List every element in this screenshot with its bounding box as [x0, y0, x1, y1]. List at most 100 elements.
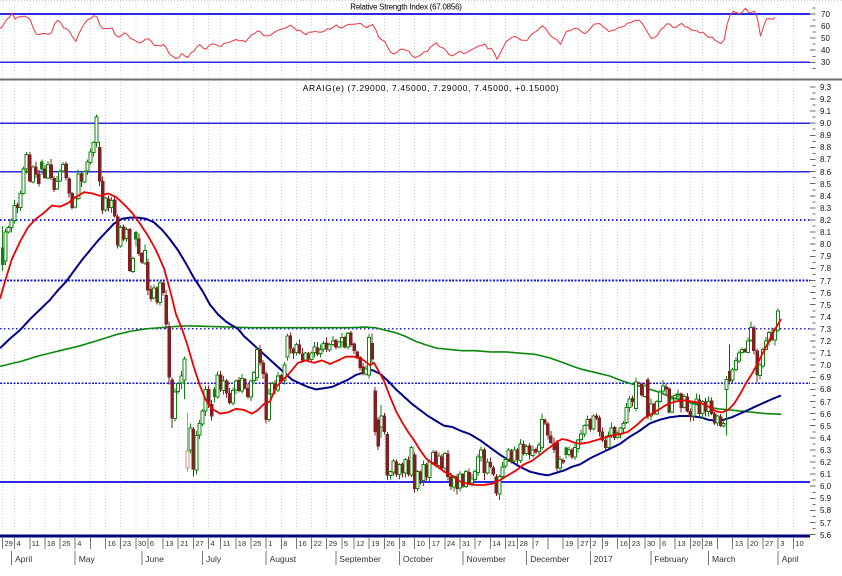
svg-text:7.5: 7.5 — [820, 301, 832, 310]
svg-text:4: 4 — [211, 539, 215, 548]
svg-text:16: 16 — [298, 539, 306, 548]
svg-text:ARAIG(e) (7.29000, 7.45000, 7.: ARAIG(e) (7.29000, 7.45000, 7.29000, 7.4… — [303, 83, 559, 93]
svg-text:27: 27 — [765, 539, 773, 548]
svg-text:30: 30 — [821, 58, 830, 67]
svg-text:13: 13 — [735, 539, 743, 548]
svg-text:29: 29 — [5, 539, 13, 548]
svg-text:70: 70 — [821, 10, 830, 19]
svg-text:18: 18 — [47, 539, 55, 548]
svg-text:30: 30 — [647, 539, 655, 548]
svg-text:28: 28 — [520, 539, 528, 548]
svg-text:27: 27 — [195, 539, 203, 548]
svg-text:8.1: 8.1 — [820, 228, 832, 237]
svg-text:8.4: 8.4 — [820, 192, 832, 201]
svg-text:60: 60 — [821, 22, 830, 31]
svg-text:27: 27 — [580, 539, 588, 548]
svg-text:10: 10 — [417, 539, 425, 548]
svg-text:6.1: 6.1 — [820, 470, 832, 479]
svg-text:2: 2 — [592, 539, 596, 548]
svg-text:25: 25 — [62, 539, 70, 548]
svg-text:9.3: 9.3 — [820, 83, 832, 92]
svg-text:6: 6 — [662, 539, 666, 548]
svg-text:7.4: 7.4 — [820, 313, 832, 322]
svg-text:29: 29 — [329, 539, 337, 548]
svg-text:7: 7 — [535, 539, 539, 548]
svg-text:13: 13 — [165, 539, 173, 548]
svg-text:5.8: 5.8 — [820, 506, 832, 515]
svg-text:5.7: 5.7 — [820, 519, 832, 528]
svg-text:17: 17 — [432, 539, 440, 548]
svg-text:23: 23 — [632, 539, 640, 548]
svg-text:2017: 2017 — [594, 554, 613, 564]
svg-text:11: 11 — [223, 539, 231, 548]
svg-text:21: 21 — [180, 539, 188, 548]
svg-text:9: 9 — [604, 539, 608, 548]
svg-text:8.3: 8.3 — [820, 204, 832, 213]
svg-text:6.9: 6.9 — [820, 373, 832, 382]
svg-text:50: 50 — [821, 34, 830, 43]
svg-text:7.6: 7.6 — [820, 289, 832, 298]
svg-text:6: 6 — [150, 539, 154, 548]
svg-text:20: 20 — [750, 539, 758, 548]
svg-text:7: 7 — [477, 539, 481, 548]
svg-text:8.9: 8.9 — [820, 131, 832, 140]
svg-text:8.0: 8.0 — [820, 240, 832, 249]
svg-text:13: 13 — [677, 539, 685, 548]
svg-text:6.2: 6.2 — [820, 458, 832, 467]
svg-text:7.0: 7.0 — [820, 361, 832, 370]
svg-text:7.8: 7.8 — [820, 264, 832, 273]
svg-text:7.2: 7.2 — [820, 337, 832, 346]
svg-text:September: September — [339, 554, 381, 564]
svg-text:12: 12 — [356, 539, 364, 548]
svg-text:June: June — [145, 554, 164, 564]
svg-text:9.2: 9.2 — [820, 95, 832, 104]
svg-text:March: March — [712, 554, 736, 564]
svg-text:40: 40 — [821, 46, 830, 55]
svg-text:22: 22 — [314, 539, 322, 548]
svg-text:10: 10 — [795, 539, 803, 548]
svg-text:16: 16 — [108, 539, 116, 548]
svg-text:July: July — [206, 554, 222, 564]
svg-text:December: December — [530, 554, 569, 564]
svg-text:1: 1 — [268, 539, 272, 548]
svg-text:6.4: 6.4 — [820, 434, 832, 443]
svg-text:14: 14 — [492, 539, 500, 548]
svg-text:Relative Strength Index (67.08: Relative Strength Index (67.0856) — [350, 3, 462, 12]
svg-text:3: 3 — [401, 539, 405, 548]
svg-text:6.8: 6.8 — [820, 385, 832, 394]
svg-text:April: April — [782, 554, 799, 564]
svg-text:6.6: 6.6 — [820, 410, 832, 419]
svg-text:11: 11 — [32, 539, 40, 548]
svg-text:5.6: 5.6 — [820, 531, 832, 540]
svg-text:18: 18 — [238, 539, 246, 548]
svg-text:4: 4 — [77, 539, 81, 548]
svg-text:23: 23 — [123, 539, 131, 548]
svg-text:6.7: 6.7 — [820, 398, 832, 407]
svg-text:31: 31 — [462, 539, 470, 548]
svg-text:7.3: 7.3 — [820, 325, 832, 334]
svg-text:4: 4 — [17, 539, 21, 548]
svg-text:February: February — [654, 554, 689, 564]
svg-text:3: 3 — [780, 539, 784, 548]
svg-text:8: 8 — [283, 539, 287, 548]
svg-text:6.3: 6.3 — [820, 446, 832, 455]
svg-text:7.7: 7.7 — [820, 277, 832, 286]
svg-text:August: August — [270, 554, 297, 564]
svg-text:26: 26 — [386, 539, 394, 548]
svg-text:8.2: 8.2 — [820, 216, 832, 225]
svg-text:October: October — [403, 554, 433, 564]
svg-text:9.0: 9.0 — [820, 119, 832, 128]
svg-text:6.5: 6.5 — [820, 422, 832, 431]
svg-text:7.9: 7.9 — [820, 252, 832, 261]
svg-text:8.6: 8.6 — [820, 168, 832, 177]
svg-text:8.7: 8.7 — [820, 155, 832, 164]
svg-text:19: 19 — [371, 539, 379, 548]
svg-text:9.1: 9.1 — [820, 107, 832, 116]
svg-text:25: 25 — [253, 539, 261, 548]
svg-text:24: 24 — [447, 539, 455, 548]
svg-text:6.0: 6.0 — [820, 482, 832, 491]
svg-text:November: November — [467, 554, 506, 564]
svg-text:5.9: 5.9 — [820, 494, 832, 503]
svg-text:16: 16 — [620, 539, 628, 548]
svg-text:May: May — [79, 554, 96, 564]
